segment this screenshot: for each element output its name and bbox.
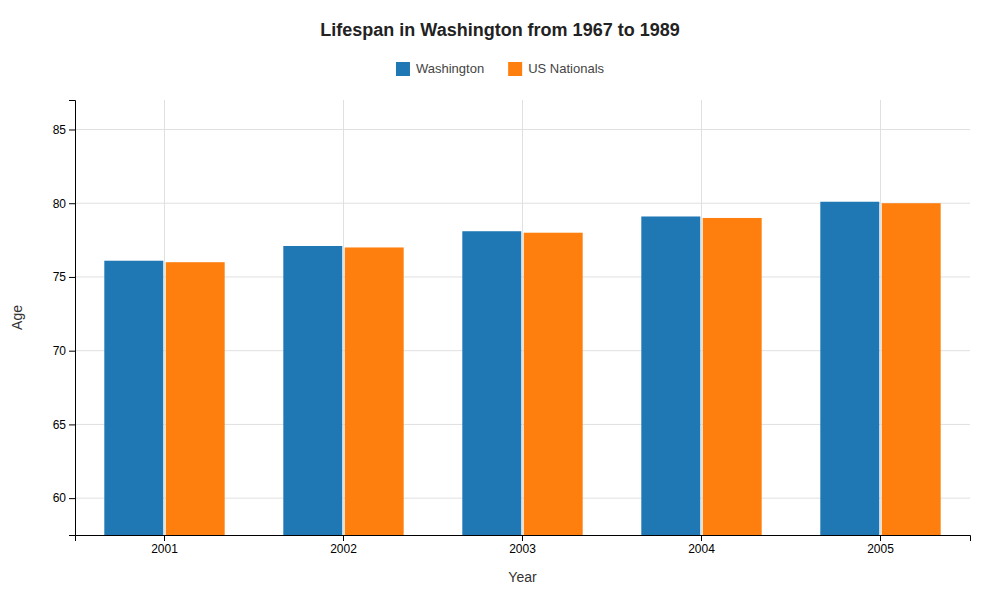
axis-line	[76, 536, 971, 542]
legend: Washington US Nationals	[396, 61, 605, 76]
tick-mark	[69, 498, 75, 499]
tick-mark	[69, 424, 75, 425]
tick-label: 2001	[151, 542, 178, 556]
tick-label: 75	[53, 270, 67, 284]
tick: 60	[53, 491, 75, 505]
tick-mark	[701, 535, 702, 541]
tick-mark	[343, 535, 344, 541]
legend-swatch	[396, 62, 410, 76]
bar	[166, 262, 225, 535]
y-axis: 60 65 70 75 80 85	[53, 101, 76, 536]
grid-line-x	[701, 100, 702, 535]
tick: 75	[53, 270, 75, 284]
tick: 2002	[330, 535, 357, 556]
tick: 80	[53, 197, 75, 211]
bar	[524, 233, 583, 535]
tick-label: 2004	[688, 542, 715, 556]
tick-mark	[522, 535, 523, 541]
grid-line-x	[522, 100, 523, 535]
bar-series	[104, 202, 879, 535]
chart: 2001 2002 2003 2004 2005 60 65 70 75 80 85 Year Age L…	[0, 0, 1000, 600]
legend-label: Washington	[416, 61, 484, 76]
tick: 65	[53, 418, 75, 432]
tick-label: 60	[53, 491, 67, 505]
tick: 70	[53, 344, 75, 358]
tick-label: 2005	[867, 542, 894, 556]
bar	[820, 202, 879, 535]
tick-label: 80	[53, 197, 67, 211]
grid-line-x	[880, 100, 881, 535]
bar	[462, 231, 521, 535]
tick-mark	[880, 535, 881, 541]
tick: 2005	[867, 535, 894, 556]
tick-mark	[164, 535, 165, 541]
tick-mark	[69, 277, 75, 278]
bars	[104, 202, 940, 535]
bar	[641, 216, 700, 535]
tick-label: 65	[53, 418, 67, 432]
bar-series	[166, 203, 941, 535]
x-axis-title: Year	[508, 569, 537, 585]
legend-item: Washington	[396, 61, 484, 76]
x-axis: 2001 2002 2003 2004 2005	[76, 535, 971, 556]
bar	[104, 261, 163, 535]
plot-area: 2001 2002 2003 2004 2005 60 65 70 75 80 85	[53, 100, 971, 556]
tick-mark	[69, 129, 75, 130]
tick: 85	[53, 123, 75, 137]
bar	[283, 246, 342, 535]
tick: 2003	[509, 535, 536, 556]
grid	[75, 100, 970, 535]
tick: 2001	[151, 535, 178, 556]
tick-label: 2003	[509, 542, 536, 556]
tick-label: 85	[53, 123, 67, 137]
tick-label: 70	[53, 344, 67, 358]
tick-mark	[69, 203, 75, 204]
legend-item: US Nationals	[508, 61, 604, 76]
axis-line	[69, 101, 76, 536]
grid-line-x	[164, 100, 165, 535]
grid-line-x	[343, 100, 344, 535]
y-axis-title: Age	[9, 305, 25, 330]
bar	[703, 218, 762, 535]
legend-swatch	[508, 62, 522, 76]
title: Lifespan in Washington from 1967 to 1989	[320, 20, 679, 40]
tick-mark	[69, 351, 75, 352]
bar	[882, 203, 941, 535]
bar	[345, 247, 404, 535]
legend-label: US Nationals	[528, 61, 604, 76]
tick: 2004	[688, 535, 715, 556]
tick-label: 2002	[330, 542, 357, 556]
